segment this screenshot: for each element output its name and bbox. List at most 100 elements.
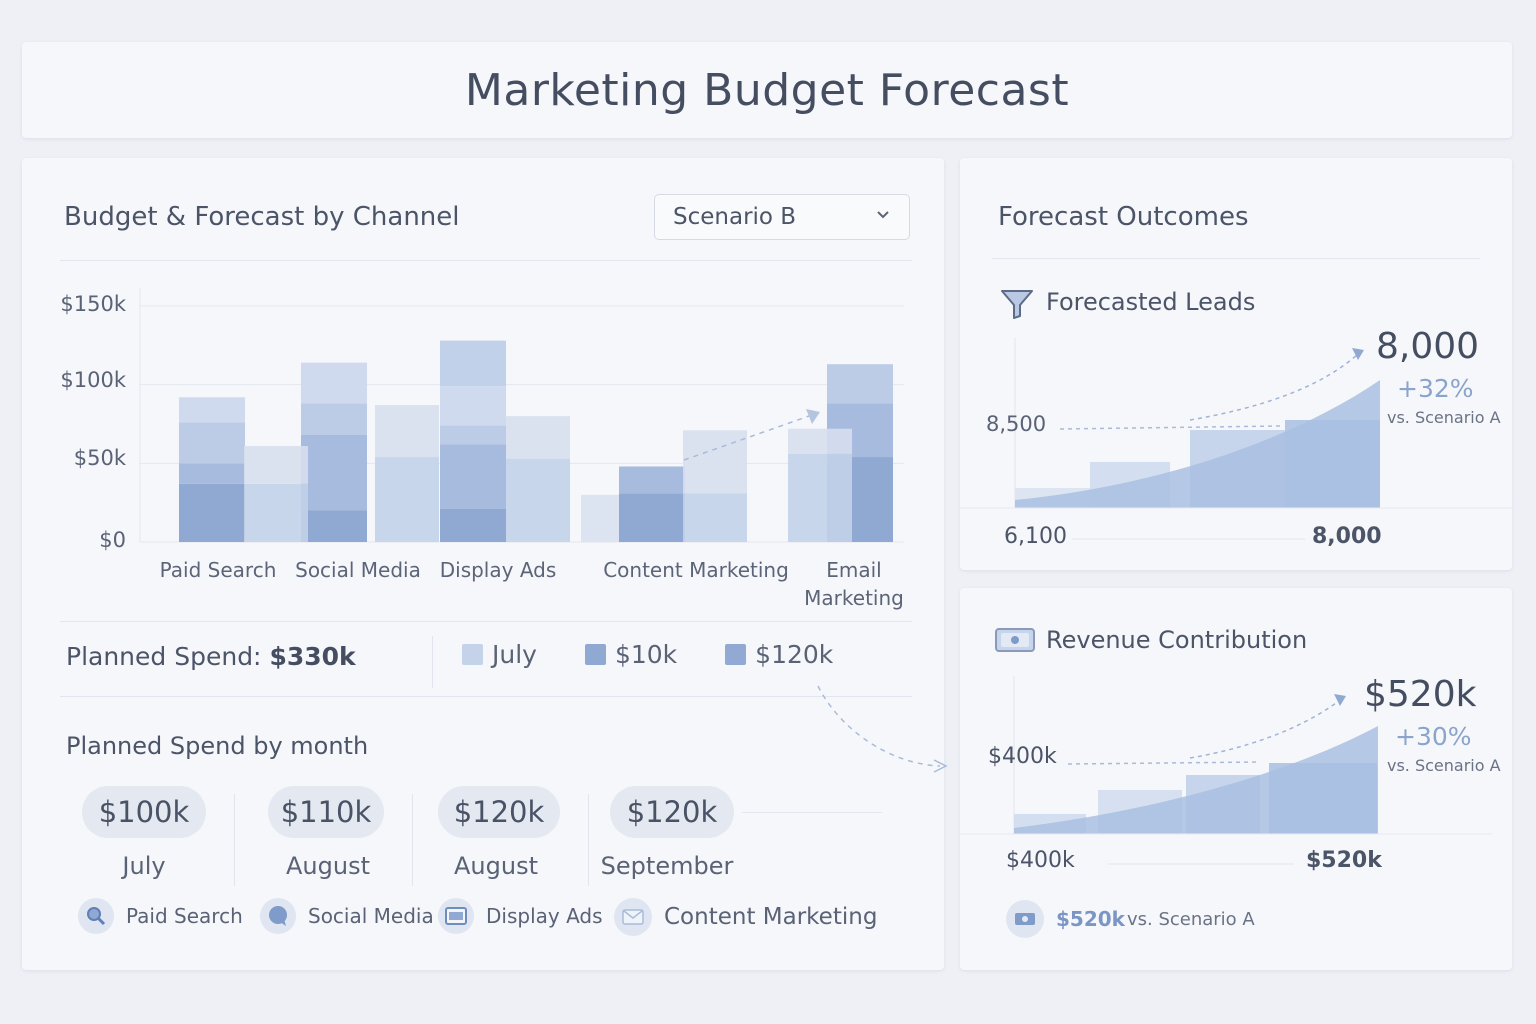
budget-bar-segment xyxy=(440,444,506,509)
legend-swatch xyxy=(725,644,747,665)
y-tick-label: $50k xyxy=(73,446,126,470)
budget-bar-segment xyxy=(179,397,245,423)
leads-change: +32% xyxy=(1397,374,1474,403)
planned-spend-label: Planned Spend: xyxy=(66,642,270,671)
revenue-chart xyxy=(960,676,1492,865)
forecast-bar-segment xyxy=(788,453,852,542)
forecast-bar-segment xyxy=(375,405,439,458)
month-label: August xyxy=(286,852,370,880)
legend-label: July xyxy=(492,640,537,669)
money-icon xyxy=(995,628,1035,652)
forecast-bar-segment xyxy=(244,483,308,542)
leads-baseline-label: 8,500 xyxy=(986,412,1047,436)
month-separator xyxy=(412,794,413,886)
forecast-bar-segment xyxy=(683,430,747,494)
revenue-footer: $520k vs. Scenario A xyxy=(1006,900,1255,938)
revenue-baseline xyxy=(1067,761,1261,765)
budget-bar-segment xyxy=(440,340,506,387)
channel-label: Content Marketing xyxy=(664,904,878,930)
month-amount-pill: $120k xyxy=(610,786,734,838)
channel-item-content-marketing: Content Marketing xyxy=(614,898,877,936)
channel-item-paid-search: Paid Search xyxy=(78,898,243,934)
monthly-title: Planned Spend by month xyxy=(66,732,369,760)
budget-bar-segment xyxy=(301,435,367,511)
month-separator xyxy=(234,794,235,886)
budget-bar-segment xyxy=(440,425,506,445)
outcomes-title: Forecast Outcomes xyxy=(998,202,1249,232)
month-label: August xyxy=(454,852,538,880)
forecast-bar-segment xyxy=(788,428,852,454)
chart-legend: July $10k $120k xyxy=(462,640,833,669)
month-label: July xyxy=(122,852,166,880)
planned-spend-value: $330k xyxy=(269,642,356,671)
legend-item: $120k xyxy=(725,640,833,669)
channel-label: Social Media xyxy=(308,904,434,928)
forecast-bar-segment xyxy=(506,416,570,459)
budget-bar-segment xyxy=(619,493,685,542)
planned-spend-summary: Planned Spend: $330k xyxy=(66,642,356,671)
envelope-icon xyxy=(614,898,652,936)
budget-panel-title: Budget & Forecast by Channel xyxy=(64,202,460,232)
page-title: Marketing Budget Forecast xyxy=(464,64,1070,116)
month-trail-line xyxy=(742,812,882,813)
forecast-bar-segment xyxy=(683,493,747,542)
spend-divider xyxy=(60,696,912,697)
budget-bar-segment xyxy=(301,403,367,436)
revenue-value: $520k xyxy=(1364,674,1477,715)
revenue-footer-value: $520k xyxy=(1056,907,1125,931)
budget-bar-segment xyxy=(827,364,893,404)
forecast-bar-segment xyxy=(581,494,619,542)
leads-title: Forecasted Leads xyxy=(1046,288,1256,316)
forecast-outcomes-panel: Forecast Outcomes Forecasted Leads 8,000… xyxy=(960,158,1512,570)
y-tick-label: $0 xyxy=(99,528,126,552)
legend-item: $10k xyxy=(584,640,678,669)
legend-swatch xyxy=(584,644,606,665)
x-tick-label: Paid Search xyxy=(159,558,277,582)
legend-swatch xyxy=(462,644,483,665)
month-label: September xyxy=(600,852,734,880)
forecast-bar-segment xyxy=(244,446,308,484)
budget-bar-segment xyxy=(301,362,367,404)
month-amount-pill: $110k xyxy=(268,786,384,838)
arrow-icon xyxy=(806,409,820,424)
title-bar: Marketing Budget Forecast xyxy=(22,42,1512,138)
channel-item-display-ads: Display Ads xyxy=(438,898,603,934)
leads-axis-end: 8,000 xyxy=(1312,524,1382,549)
chat-bubble-icon xyxy=(260,898,296,934)
budget-bar-segment xyxy=(440,386,506,426)
scenario-select[interactable]: Scenario B xyxy=(654,194,910,240)
x-tick-label: Display Ads xyxy=(439,558,557,582)
forecast-bar-segment xyxy=(506,458,570,542)
budget-bar-chart xyxy=(139,288,904,543)
leads-baseline xyxy=(1059,425,1281,430)
chart-divider xyxy=(60,621,912,622)
x-tick-label: Social Media xyxy=(295,558,421,582)
month-separator xyxy=(588,794,589,886)
x-tick-label: Email Marketing xyxy=(804,558,904,610)
budget-bar-segment xyxy=(179,463,245,484)
budget-panel: Budget & Forecast by Channel Scenario B … xyxy=(22,158,944,970)
month-amount-pill: $120k xyxy=(438,786,560,838)
revenue-footer-text: vs. Scenario A xyxy=(1126,908,1255,930)
display-icon xyxy=(438,898,474,934)
leads-trend xyxy=(1189,353,1359,421)
revenue-comparison: vs. Scenario A xyxy=(1387,756,1501,775)
budget-bar-segment xyxy=(179,422,245,464)
leads-axis-start: 6,100 xyxy=(1004,524,1067,549)
outcomes-divider xyxy=(992,258,1480,259)
chevron-down-icon xyxy=(877,211,889,219)
channel-item-social-media: Social Media xyxy=(260,898,434,934)
forecast-bar-segment xyxy=(375,457,439,542)
header-divider xyxy=(60,260,912,261)
month-amount-pill: $100k xyxy=(82,786,206,838)
budget-bar-segment xyxy=(619,466,685,494)
revenue-panel: Revenue Contribution $520k +30% vs. Scen… xyxy=(960,588,1512,970)
trend-line xyxy=(683,414,813,461)
arrow-icon xyxy=(1334,694,1346,706)
revenue-baseline-label: $400k xyxy=(988,744,1057,769)
budget-bar-segment xyxy=(301,510,367,542)
revenue-trend xyxy=(1189,699,1341,759)
budget-bar-segment xyxy=(440,508,506,542)
channel-label: Paid Search xyxy=(126,904,243,928)
legend-label: $10k xyxy=(614,640,678,669)
